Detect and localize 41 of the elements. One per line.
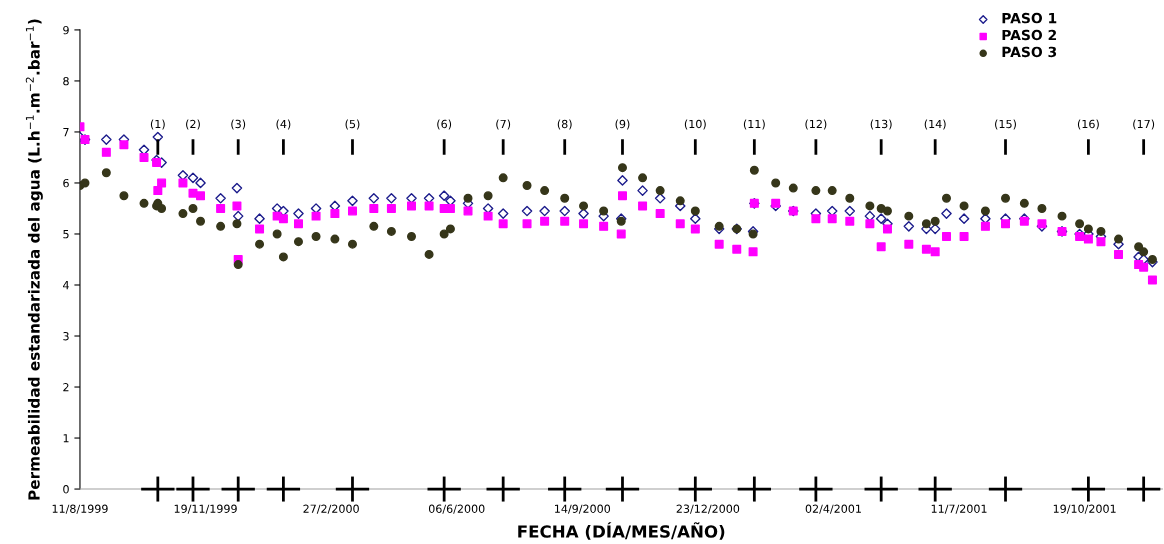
x-axis-title: FECHA (DÍA/MES/AÑO)	[518, 522, 725, 540]
y-tick-label: 1	[63, 434, 69, 443]
ref-line-label: (7)	[496, 119, 511, 130]
ref-line-label: (11)	[743, 119, 765, 130]
y-tick-label: 6	[63, 178, 69, 188]
y-tick-label: 5	[63, 230, 69, 239]
x-tick-label: 23/12/2000	[676, 504, 740, 514]
y-tick-label: 3	[63, 331, 69, 341]
x-tick-label: 02/4/2001	[805, 504, 861, 514]
ref-line-label: (8)	[557, 119, 572, 130]
ref-line-label: (5)	[345, 119, 360, 130]
legend-label: PASO 2	[1002, 29, 1057, 41]
ref-line-label: (16)	[1077, 119, 1099, 130]
x-tick-label: 19/11/1999	[174, 504, 237, 514]
ref-line-label: (13)	[870, 119, 892, 130]
x-tick-label: 19/10/2001	[1053, 504, 1116, 514]
ref-line-label: (15)	[995, 119, 1016, 130]
y-tick-label: 7	[63, 128, 69, 137]
y-tick-label: 0	[63, 485, 69, 494]
ref-line-label: (1)	[150, 119, 165, 130]
y-tick-label: 8	[63, 76, 69, 86]
x-tick-label: 11/8/1999	[52, 504, 108, 514]
ref-line-label: (4)	[276, 119, 291, 130]
ref-line-label: (17)	[1133, 119, 1155, 130]
ref-line-label: (2)	[186, 119, 200, 130]
y-tick-label: 4	[63, 281, 69, 290]
ref-line-label: (12)	[805, 119, 827, 130]
legend-label: PASO 1	[1002, 12, 1057, 24]
legend-label: PASO 3	[1002, 46, 1057, 58]
y-tick-label: 9	[63, 25, 69, 35]
ref-line-label: (3)	[231, 119, 246, 130]
x-tick-label: 14/9/2000	[555, 504, 611, 514]
y-tick-label: 2	[63, 383, 69, 392]
x-tick-label: 27/2/2000	[303, 504, 359, 514]
ref-line-label: (10)	[684, 119, 706, 130]
ref-line-label: (14)	[924, 119, 946, 130]
x-tick-label: 06/6/2000	[428, 504, 485, 514]
ref-line-label: (9)	[615, 119, 630, 130]
y-axis-title: Permeabilidad estandarizada del agua (L.h$^{−1}$.m$^{−2}$.bar$^{−1}$)	[25, 19, 43, 500]
x-tick-label: 11/7/2001	[931, 504, 987, 514]
ref-line-label: (6)	[437, 119, 452, 130]
